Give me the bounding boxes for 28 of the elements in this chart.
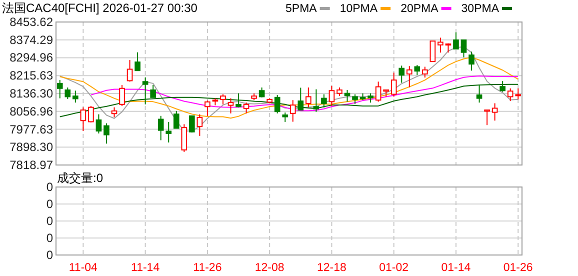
y-tick-label: 8056.96 <box>10 104 54 118</box>
category-label: 12-18 <box>317 262 346 274</box>
legend-label: 30PMA <box>461 3 500 15</box>
text: 成交量:0 <box>57 171 104 185</box>
y-tick-label: 7818.97 <box>10 158 54 172</box>
y-tick-label: 8374.29 <box>10 32 54 47</box>
category-label: 01-26 <box>503 262 533 274</box>
y-tick-label: 8136.30 <box>10 86 54 100</box>
text: 0 <box>46 231 54 245</box>
y-tick-label: 7977.63 <box>10 122 54 136</box>
text: 0 <box>46 197 54 211</box>
category-label: 11-14 <box>131 262 160 274</box>
text: 0 <box>46 180 54 194</box>
category-label: 11-26 <box>193 262 222 274</box>
legend-label: 10PMA <box>340 3 378 15</box>
category-label: 01-02 <box>379 262 409 274</box>
chart-title: 法国CAC40[FCHI] 2026-01-27 00:30 <box>2 1 198 15</box>
y-tick-label: 8453.62 <box>10 15 54 29</box>
category-label: 12-08 <box>254 262 284 274</box>
text: 0 <box>46 214 54 228</box>
y-tick-label: 8215.63 <box>10 68 54 83</box>
legend-label: 5PMA <box>286 3 318 15</box>
y-tick-label: 8294.96 <box>10 50 54 65</box>
legend-label: 20PMA <box>400 3 439 15</box>
y-tick-label: 7898.30 <box>10 140 54 154</box>
category-label: 11-04 <box>68 262 98 274</box>
text: 0 <box>46 248 54 262</box>
category-label: 01-14 <box>441 262 472 274</box>
